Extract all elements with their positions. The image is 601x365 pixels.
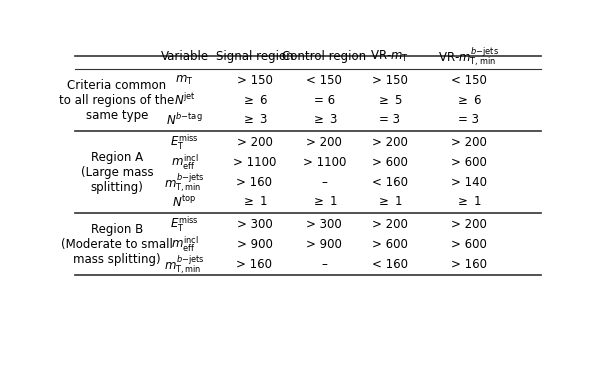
Text: > 160: > 160	[236, 176, 272, 189]
Text: > 160: > 160	[236, 258, 272, 270]
Text: > 140: > 140	[451, 176, 487, 189]
Text: > 200: > 200	[307, 136, 342, 149]
Text: $E_{\mathrm{T}}^{\mathrm{miss}}$: $E_{\mathrm{T}}^{\mathrm{miss}}$	[170, 133, 199, 153]
Text: = 3: = 3	[379, 113, 400, 126]
Text: > 200: > 200	[451, 136, 487, 149]
Text: $\geq$ 6: $\geq$ 6	[241, 93, 268, 107]
Text: > 150: > 150	[371, 74, 407, 87]
Text: > 200: > 200	[371, 218, 407, 231]
Text: Region A
(Large mass
splitting): Region A (Large mass splitting)	[81, 151, 153, 194]
Text: $\geq$ 5: $\geq$ 5	[376, 93, 403, 107]
Text: $\geq$ 1: $\geq$ 1	[376, 195, 403, 208]
Text: $N^{\mathrm{jet}}$: $N^{\mathrm{jet}}$	[174, 92, 195, 108]
Text: > 900: > 900	[237, 238, 272, 251]
Text: $\geq$ 3: $\geq$ 3	[241, 113, 268, 126]
Text: $N^{\mathrm{top}}$: $N^{\mathrm{top}}$	[172, 194, 197, 210]
Text: $m_{\mathrm{eff}}^{\mathrm{incl}}$: $m_{\mathrm{eff}}^{\mathrm{incl}}$	[171, 153, 198, 172]
Text: $m_{\mathrm{T}}$: $m_{\mathrm{T}}$	[175, 74, 194, 88]
Text: Variable: Variable	[160, 50, 209, 63]
Text: Region B
(Moderate to small
mass splitting): Region B (Moderate to small mass splitti…	[61, 223, 173, 266]
Text: < 150: < 150	[307, 74, 342, 87]
Text: > 300: > 300	[237, 218, 272, 231]
Text: < 160: < 160	[371, 176, 407, 189]
Text: $m_{\mathrm{T,min}}^{b\mathrm{-jets}}$: $m_{\mathrm{T,min}}^{b\mathrm{-jets}}$	[164, 253, 205, 276]
Text: > 600: > 600	[451, 156, 487, 169]
Text: < 150: < 150	[451, 74, 487, 87]
Text: $\geq$ 6: $\geq$ 6	[455, 93, 482, 107]
Text: $m_{\mathrm{eff}}^{\mathrm{incl}}$: $m_{\mathrm{eff}}^{\mathrm{incl}}$	[171, 235, 198, 254]
Text: > 1100: > 1100	[233, 156, 276, 169]
Text: = 3: = 3	[458, 113, 479, 126]
Text: $m_{\mathrm{T,min}}^{b\mathrm{-jets}}$: $m_{\mathrm{T,min}}^{b\mathrm{-jets}}$	[164, 171, 205, 193]
Text: Control region: Control region	[282, 50, 367, 63]
Text: > 150: > 150	[237, 74, 272, 87]
Text: $\geq$ 1: $\geq$ 1	[241, 195, 267, 208]
Text: Criteria common
to all regions of the
same type: Criteria common to all regions of the sa…	[59, 79, 175, 122]
Text: > 200: > 200	[237, 136, 272, 149]
Text: $\geq$ 1: $\geq$ 1	[456, 195, 482, 208]
Text: $\geq$ 3: $\geq$ 3	[311, 113, 338, 126]
Text: VR-$m_{\mathrm{T}}$: VR-$m_{\mathrm{T}}$	[370, 49, 409, 64]
Text: > 200: > 200	[451, 218, 487, 231]
Text: $E_{\mathrm{T}}^{\mathrm{miss}}$: $E_{\mathrm{T}}^{\mathrm{miss}}$	[170, 215, 199, 234]
Text: > 600: > 600	[371, 156, 407, 169]
Text: $\geq$ 1: $\geq$ 1	[311, 195, 338, 208]
Text: VR-$m_{\mathrm{T,min}}^{b\mathrm{-jets}}$: VR-$m_{\mathrm{T,min}}^{b\mathrm{-jets}}…	[438, 45, 499, 68]
Text: > 900: > 900	[307, 238, 342, 251]
Text: > 1100: > 1100	[303, 156, 346, 169]
Text: > 300: > 300	[307, 218, 342, 231]
Text: –: –	[322, 258, 328, 270]
Text: > 600: > 600	[451, 238, 487, 251]
Text: $N^{b\mathrm{-tag}}$: $N^{b\mathrm{-tag}}$	[166, 112, 203, 128]
Text: > 600: > 600	[371, 238, 407, 251]
Text: > 160: > 160	[451, 258, 487, 270]
Text: < 160: < 160	[371, 258, 407, 270]
Text: –: –	[322, 176, 328, 189]
Text: Signal region: Signal region	[216, 50, 293, 63]
Text: > 200: > 200	[371, 136, 407, 149]
Text: = 6: = 6	[314, 93, 335, 107]
